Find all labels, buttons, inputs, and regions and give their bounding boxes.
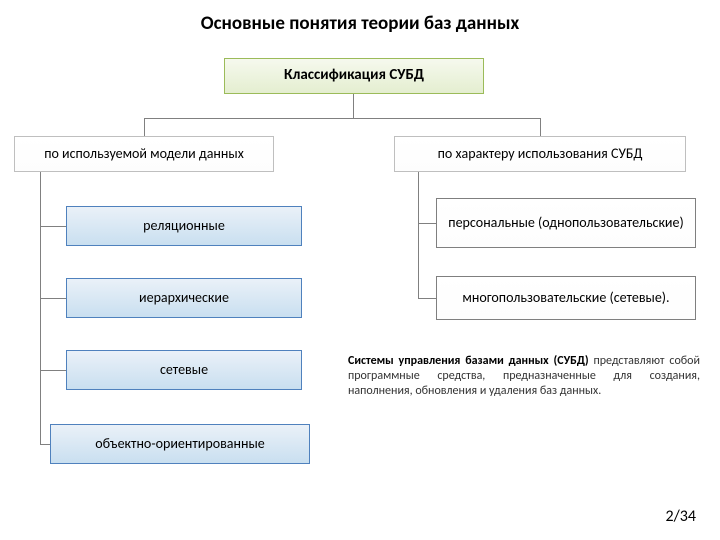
connector-11 xyxy=(418,298,436,299)
right-item-1: многопользовательские (сетевые). xyxy=(436,276,696,320)
connector-8 xyxy=(40,444,50,445)
connector-5 xyxy=(40,226,66,227)
connector-0 xyxy=(353,94,354,118)
left-item-0: реляционные xyxy=(66,206,302,246)
connector-10 xyxy=(418,223,436,224)
connector-7 xyxy=(40,370,66,371)
slide-title: Основные понятия теории баз данных xyxy=(0,0,720,35)
description-text: Системы управления базами данных (СУБД) … xyxy=(348,354,700,399)
description-bold: Системы управления базами данных (СУБД) xyxy=(348,354,589,368)
left-item-2: сетевые xyxy=(66,350,302,390)
connector-2 xyxy=(144,118,145,136)
left-header: по используемой модели данных xyxy=(14,136,274,172)
left-item-3: объектно-ориентированные xyxy=(50,424,310,464)
connector-3 xyxy=(540,118,541,136)
connector-6 xyxy=(40,298,66,299)
root-node: Классификация СУБД xyxy=(224,58,484,94)
right-header: по характеру использования СУБД xyxy=(394,136,686,172)
connector-4 xyxy=(40,172,41,444)
page-number: 2/34 xyxy=(665,507,696,526)
left-item-1: иерархические xyxy=(66,278,302,318)
connector-1 xyxy=(144,118,540,119)
connector-9 xyxy=(418,172,419,298)
right-item-0: персональные (однопользовательские) xyxy=(436,198,696,248)
